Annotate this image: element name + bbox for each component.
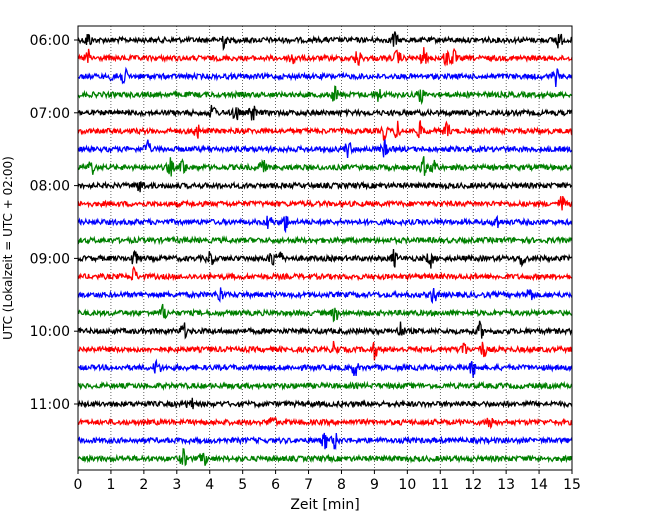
- trace-line: [77, 432, 573, 451]
- y-tick-label: 06:00: [30, 33, 70, 49]
- trace-line: [77, 235, 573, 246]
- x-axis-ticks: 0 1 2 3 4 5 6 7 8 9 10 11 12 13 14 15: [74, 470, 581, 493]
- x-tick-label: 6: [271, 477, 280, 493]
- x-tick-label: 14: [530, 477, 548, 493]
- x-tick-label: 8: [337, 477, 346, 493]
- x-tick-label: 2: [139, 477, 148, 493]
- y-axis-ticks: 06:00 07:00 08:00 09:00 10:00 11:00: [30, 33, 78, 413]
- trace-line: [77, 265, 573, 282]
- trace-line: [77, 287, 573, 305]
- x-tick-label: 5: [238, 477, 247, 493]
- y-tick-label: 10:00: [30, 324, 70, 340]
- trace-line: [77, 448, 573, 467]
- trace-line: [77, 156, 573, 177]
- y-tick-label: 09:00: [30, 251, 70, 267]
- seismic-traces: [77, 31, 573, 467]
- x-tick-label: 12: [464, 477, 482, 493]
- trace-line: [77, 380, 573, 391]
- trace-line: [77, 104, 573, 121]
- trace-line: [77, 358, 573, 378]
- trace-line: [77, 397, 573, 410]
- x-tick-label: 10: [398, 477, 416, 493]
- y-tick-label: 11:00: [30, 397, 70, 413]
- trace-line: [77, 214, 573, 234]
- trace-line: [77, 340, 573, 361]
- trace-line: [77, 139, 573, 159]
- x-tick-label: 7: [304, 477, 313, 493]
- trace-line: [77, 120, 573, 142]
- plot-frame: [77, 25, 573, 471]
- trace-line: [77, 66, 573, 88]
- y-tick-label: 07:00: [30, 106, 70, 122]
- y-axis-label: UTC (Lokalzeit = UTC + 02:00): [1, 156, 15, 340]
- trace-line: [77, 85, 573, 106]
- trace-line: [77, 248, 573, 269]
- x-tick-label: 1: [106, 477, 115, 493]
- trace-line: [78, 303, 573, 323]
- trace-line: [77, 180, 573, 193]
- x-tick-label: 4: [205, 477, 214, 493]
- trace-line: [77, 31, 573, 52]
- x-tick-label: 3: [172, 477, 181, 493]
- x-grid: [110, 26, 540, 470]
- x-tick-label: 0: [74, 477, 83, 493]
- trace-line: [77, 47, 573, 67]
- y-tick-label: 08:00: [30, 179, 70, 195]
- x-tick-label: 9: [370, 477, 379, 493]
- x-tick-label: 13: [497, 477, 515, 493]
- x-tick-label: 11: [431, 477, 449, 493]
- trace-line: [77, 320, 573, 340]
- x-axis-label: Zeit [min]: [290, 497, 359, 513]
- trace-line: [77, 417, 573, 430]
- x-tick-label: 15: [563, 477, 581, 493]
- trace-line: [77, 195, 573, 211]
